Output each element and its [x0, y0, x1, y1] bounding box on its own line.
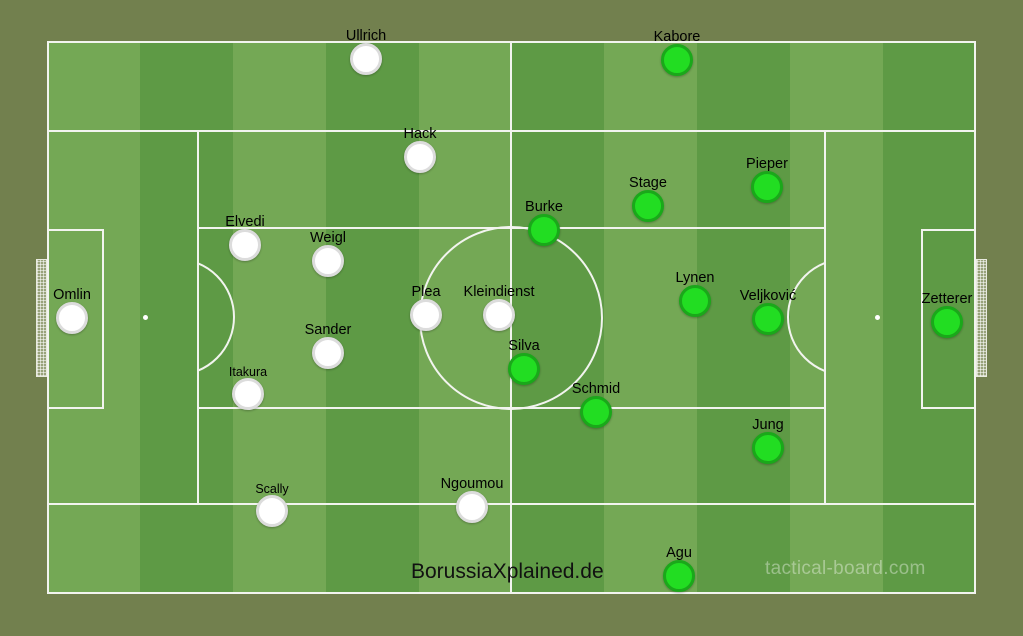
player-disc-icon[interactable]: [752, 432, 784, 464]
player-name-label: Plea: [411, 283, 441, 300]
player-token-sander[interactable]: Sander: [305, 322, 351, 369]
player-token-schmid[interactable]: Schmid: [572, 381, 620, 428]
player-token-jung[interactable]: Jung: [752, 417, 784, 464]
player-name-label: Silva: [508, 337, 540, 354]
player-disc-icon[interactable]: [229, 229, 261, 261]
player-disc-icon[interactable]: [312, 245, 344, 277]
pitch-stripe: [325, 41, 419, 594]
left-penalty-spot: [143, 315, 148, 320]
brand-label: BorussiaXplained.de: [411, 560, 604, 583]
player-name-label: Itakura: [228, 364, 268, 379]
watermark-label: tactical-board.com: [765, 558, 926, 579]
right-goal-area-top-line: [921, 229, 976, 231]
player-token-veljkovi-[interactable]: Veljković: [740, 288, 796, 335]
player-token-kleindienst[interactable]: Kleindienst: [464, 284, 534, 331]
player-name-label: Kleindienst: [463, 283, 535, 300]
player-token-zetterer[interactable]: Zetterer: [922, 291, 972, 338]
player-token-weigl[interactable]: Weigl: [310, 230, 346, 277]
player-disc-icon[interactable]: [508, 353, 540, 385]
player-disc-icon[interactable]: [751, 171, 783, 203]
player-disc-icon[interactable]: [483, 299, 515, 331]
player-disc-icon[interactable]: [632, 190, 664, 222]
right-penalty-spot: [875, 315, 880, 320]
player-disc-icon[interactable]: [580, 396, 612, 428]
player-token-scally[interactable]: Scally: [255, 482, 289, 527]
player-name-label: Pieper: [746, 155, 788, 172]
player-name-label: Kabore: [653, 28, 701, 45]
player-name-label: Elvedi: [225, 213, 265, 230]
player-name-label: Schmid: [571, 380, 621, 397]
right-goal-net: [976, 259, 987, 377]
pitch-stripe: [604, 41, 698, 594]
player-disc-icon[interactable]: [456, 491, 488, 523]
player-disc-icon[interactable]: [661, 44, 693, 76]
player-token-plea[interactable]: Plea: [410, 284, 442, 331]
player-disc-icon[interactable]: [528, 214, 560, 246]
player-token-agu[interactable]: Agu: [663, 545, 695, 592]
player-token-pieper[interactable]: Pieper: [746, 156, 788, 203]
player-disc-icon[interactable]: [232, 378, 264, 410]
player-disc-icon[interactable]: [404, 141, 436, 173]
player-disc-icon[interactable]: [56, 302, 88, 334]
player-name-label: Agu: [666, 544, 692, 561]
player-name-label: Zetterer: [921, 290, 973, 307]
player-name-label: Burke: [525, 198, 563, 215]
right-goal-area-bottom-line: [921, 407, 976, 409]
left-goal-area-bottom-line: [47, 407, 103, 409]
player-disc-icon[interactable]: [679, 285, 711, 317]
left-goal-area-top-line: [47, 229, 103, 231]
player-disc-icon[interactable]: [931, 306, 963, 338]
left-penalty-area-top-line: [197, 227, 510, 229]
player-token-lynen[interactable]: Lynen: [676, 270, 714, 317]
right-penalty-area-top-line: [510, 227, 826, 229]
right-penalty-arc: [787, 258, 825, 378]
left-penalty-area-bottom-line: [197, 407, 510, 409]
player-disc-icon[interactable]: [350, 43, 382, 75]
player-name-label: Scally: [255, 481, 289, 496]
player-disc-icon[interactable]: [312, 337, 344, 369]
player-disc-icon[interactable]: [256, 495, 288, 527]
player-disc-icon[interactable]: [752, 303, 784, 335]
left-goal-net: [36, 259, 47, 377]
player-token-ullrich[interactable]: Ullrich: [346, 28, 386, 75]
right-goal-area-line: [921, 229, 923, 409]
right-penalty-area-line: [824, 130, 826, 503]
player-token-burke[interactable]: Burke: [525, 199, 563, 246]
player-name-label: Jung: [752, 416, 784, 433]
player-name-label: Hack: [403, 125, 437, 142]
player-name-label: Stage: [629, 174, 667, 191]
player-token-silva[interactable]: Silva: [508, 338, 540, 385]
player-name-label: Weigl: [310, 229, 346, 246]
upper-division-line: [47, 130, 976, 132]
player-disc-icon[interactable]: [410, 299, 442, 331]
player-name-label: Lynen: [675, 269, 715, 286]
lower-division-line: [47, 503, 976, 505]
player-token-elvedi[interactable]: Elvedi: [225, 214, 265, 261]
player-name-label: Sander: [304, 321, 352, 338]
player-token-omlin[interactable]: Omlin: [53, 287, 91, 334]
player-name-label: Veljković: [739, 287, 797, 304]
player-token-kabore[interactable]: Kabore: [654, 29, 700, 76]
right-penalty-area-bottom-line: [510, 407, 826, 409]
left-goal-area-line: [102, 229, 104, 409]
left-penalty-arc: [197, 258, 235, 378]
player-name-label: Ullrich: [345, 27, 387, 44]
player-token-hack[interactable]: Hack: [403, 126, 437, 173]
player-token-stage[interactable]: Stage: [629, 175, 667, 222]
player-name-label: Omlin: [53, 286, 91, 303]
player-name-label: Ngoumou: [440, 475, 504, 492]
player-disc-icon[interactable]: [663, 560, 695, 592]
player-token-ngoumou[interactable]: Ngoumou: [441, 476, 503, 523]
player-token-itakura[interactable]: Itakura: [229, 365, 267, 410]
